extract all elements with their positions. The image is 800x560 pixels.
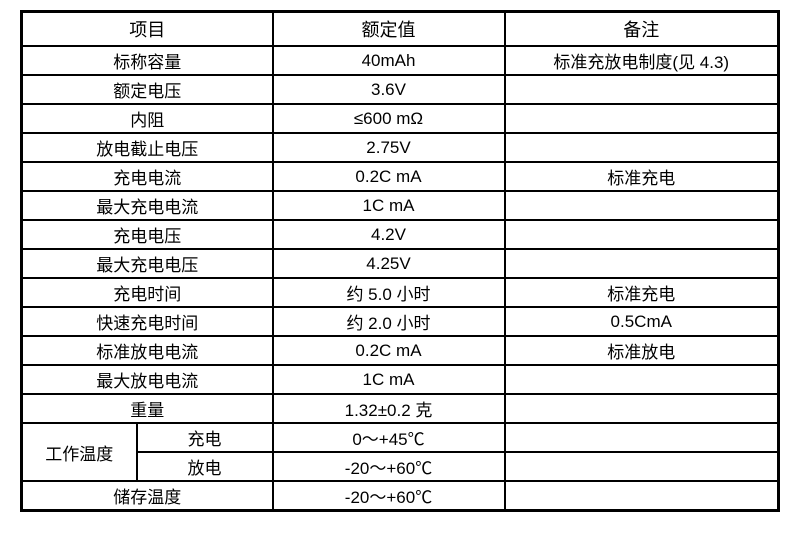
row-max-discharge-current: 最大放电电流 1C mA xyxy=(20,364,780,395)
table-header-row: 项目 额定值 备注 xyxy=(20,10,780,47)
row-charge-voltage: 充电电压 4.2V xyxy=(20,219,780,250)
cell-working-temp-label: 工作温度 xyxy=(20,422,138,482)
cell-rated-value: 0.2C mA xyxy=(271,335,506,366)
cell-rated-value: 0～+45℃ xyxy=(271,422,506,453)
cell-rated-value: 约 5.0 小时 xyxy=(271,277,506,308)
cell-rated-value: 40mAh xyxy=(271,45,506,76)
cell-rated-value: 1.32±0.2 克 xyxy=(271,393,506,424)
cell-remark xyxy=(503,74,780,105)
row-storage-temp: 储存温度 -20～+60℃ xyxy=(20,480,780,512)
cell-rated-value: 1C mA xyxy=(271,364,506,395)
row-rated-voltage: 额定电压 3.6V xyxy=(20,74,780,105)
row-charge-current: 充电电流 0.2C mA 标准充电 xyxy=(20,161,780,192)
cell-item: 标准放电电流 xyxy=(20,335,274,366)
row-max-charge-voltage: 最大充电电压 4.25V xyxy=(20,248,780,279)
cell-item: 充电时间 xyxy=(20,277,274,308)
row-weight: 重量 1.32±0.2 克 xyxy=(20,393,780,424)
cell-rated-value: -20～+60℃ xyxy=(271,451,506,482)
cell-rated-value: ≤600 mΩ xyxy=(271,103,506,134)
row-working-temp-charge: 工作温度 充电 0～+45℃ xyxy=(20,422,780,482)
row-nominal-capacity: 标称容量 40mAh 标准充放电制度(见 4.3) xyxy=(20,45,780,76)
cell-rated-value: -20～+60℃ xyxy=(271,480,506,512)
cell-remark xyxy=(503,219,780,250)
cell-item: 额定电压 xyxy=(20,74,274,105)
row-standard-discharge-current: 标准放电电流 0.2C mA 标准放电 xyxy=(20,335,780,366)
cell-remark xyxy=(503,364,780,395)
cell-rated-value: 约 2.0 小时 xyxy=(271,306,506,337)
cell-remark xyxy=(503,190,780,221)
cell-remark: 标准充电 xyxy=(503,277,780,308)
row-max-charge-current: 最大充电电流 1C mA xyxy=(20,190,780,221)
row-charge-time: 充电时间 约 5.0 小时 标准充电 xyxy=(20,277,780,308)
cell-item: 内阻 xyxy=(20,103,274,134)
cell-remark: 标准充电 xyxy=(503,161,780,192)
cell-remark xyxy=(503,248,780,279)
cell-remark: 标准放电 xyxy=(503,335,780,366)
cell-item: 标称容量 xyxy=(20,45,274,76)
cell-mode: 放电 xyxy=(135,451,274,482)
cell-item: 充电电流 xyxy=(20,161,274,192)
cell-rated-value: 3.6V xyxy=(271,74,506,105)
cell-remark xyxy=(503,103,780,134)
cell-item: 重量 xyxy=(20,393,274,424)
row-internal-resistance: 内阻 ≤600 mΩ xyxy=(20,103,780,134)
header-item: 项目 xyxy=(20,10,274,47)
cell-item: 快速充电时间 xyxy=(20,306,274,337)
cell-mode: 充电 xyxy=(135,422,274,453)
cell-remark: 0.5CmA xyxy=(503,306,780,337)
header-rated-value: 额定值 xyxy=(271,10,506,47)
cell-item: 最大充电电压 xyxy=(20,248,274,279)
cell-rated-value: 4.25V xyxy=(271,248,506,279)
cell-item: 储存温度 xyxy=(20,480,274,512)
cell-rated-value: 4.2V xyxy=(271,219,506,250)
cell-item: 最大放电电流 xyxy=(20,364,274,395)
row-working-temp-discharge: 放电 -20～+60℃ xyxy=(22,451,780,482)
row-fast-charge-time: 快速充电时间 约 2.0 小时 0.5CmA xyxy=(20,306,780,337)
header-remark: 备注 xyxy=(503,10,780,47)
cell-item: 放电截止电压 xyxy=(20,132,274,163)
battery-spec-table: 项目 额定值 备注 标称容量 40mAh 标准充放电制度(见 4.3) 额定电压… xyxy=(20,10,780,512)
cell-rated-value: 1C mA xyxy=(271,190,506,221)
cell-remark: 标准充放电制度(见 4.3) xyxy=(503,45,780,76)
cell-remark xyxy=(503,393,780,424)
cell-rated-value: 0.2C mA xyxy=(271,161,506,192)
row-discharge-cutoff-voltage: 放电截止电压 2.75V xyxy=(20,132,780,163)
cell-remark xyxy=(503,480,780,512)
cell-item: 充电电压 xyxy=(20,219,274,250)
cell-remark xyxy=(503,132,780,163)
cell-remark xyxy=(503,451,780,482)
cell-remark xyxy=(503,422,780,453)
cell-item: 最大充电电流 xyxy=(20,190,274,221)
cell-rated-value: 2.75V xyxy=(271,132,506,163)
